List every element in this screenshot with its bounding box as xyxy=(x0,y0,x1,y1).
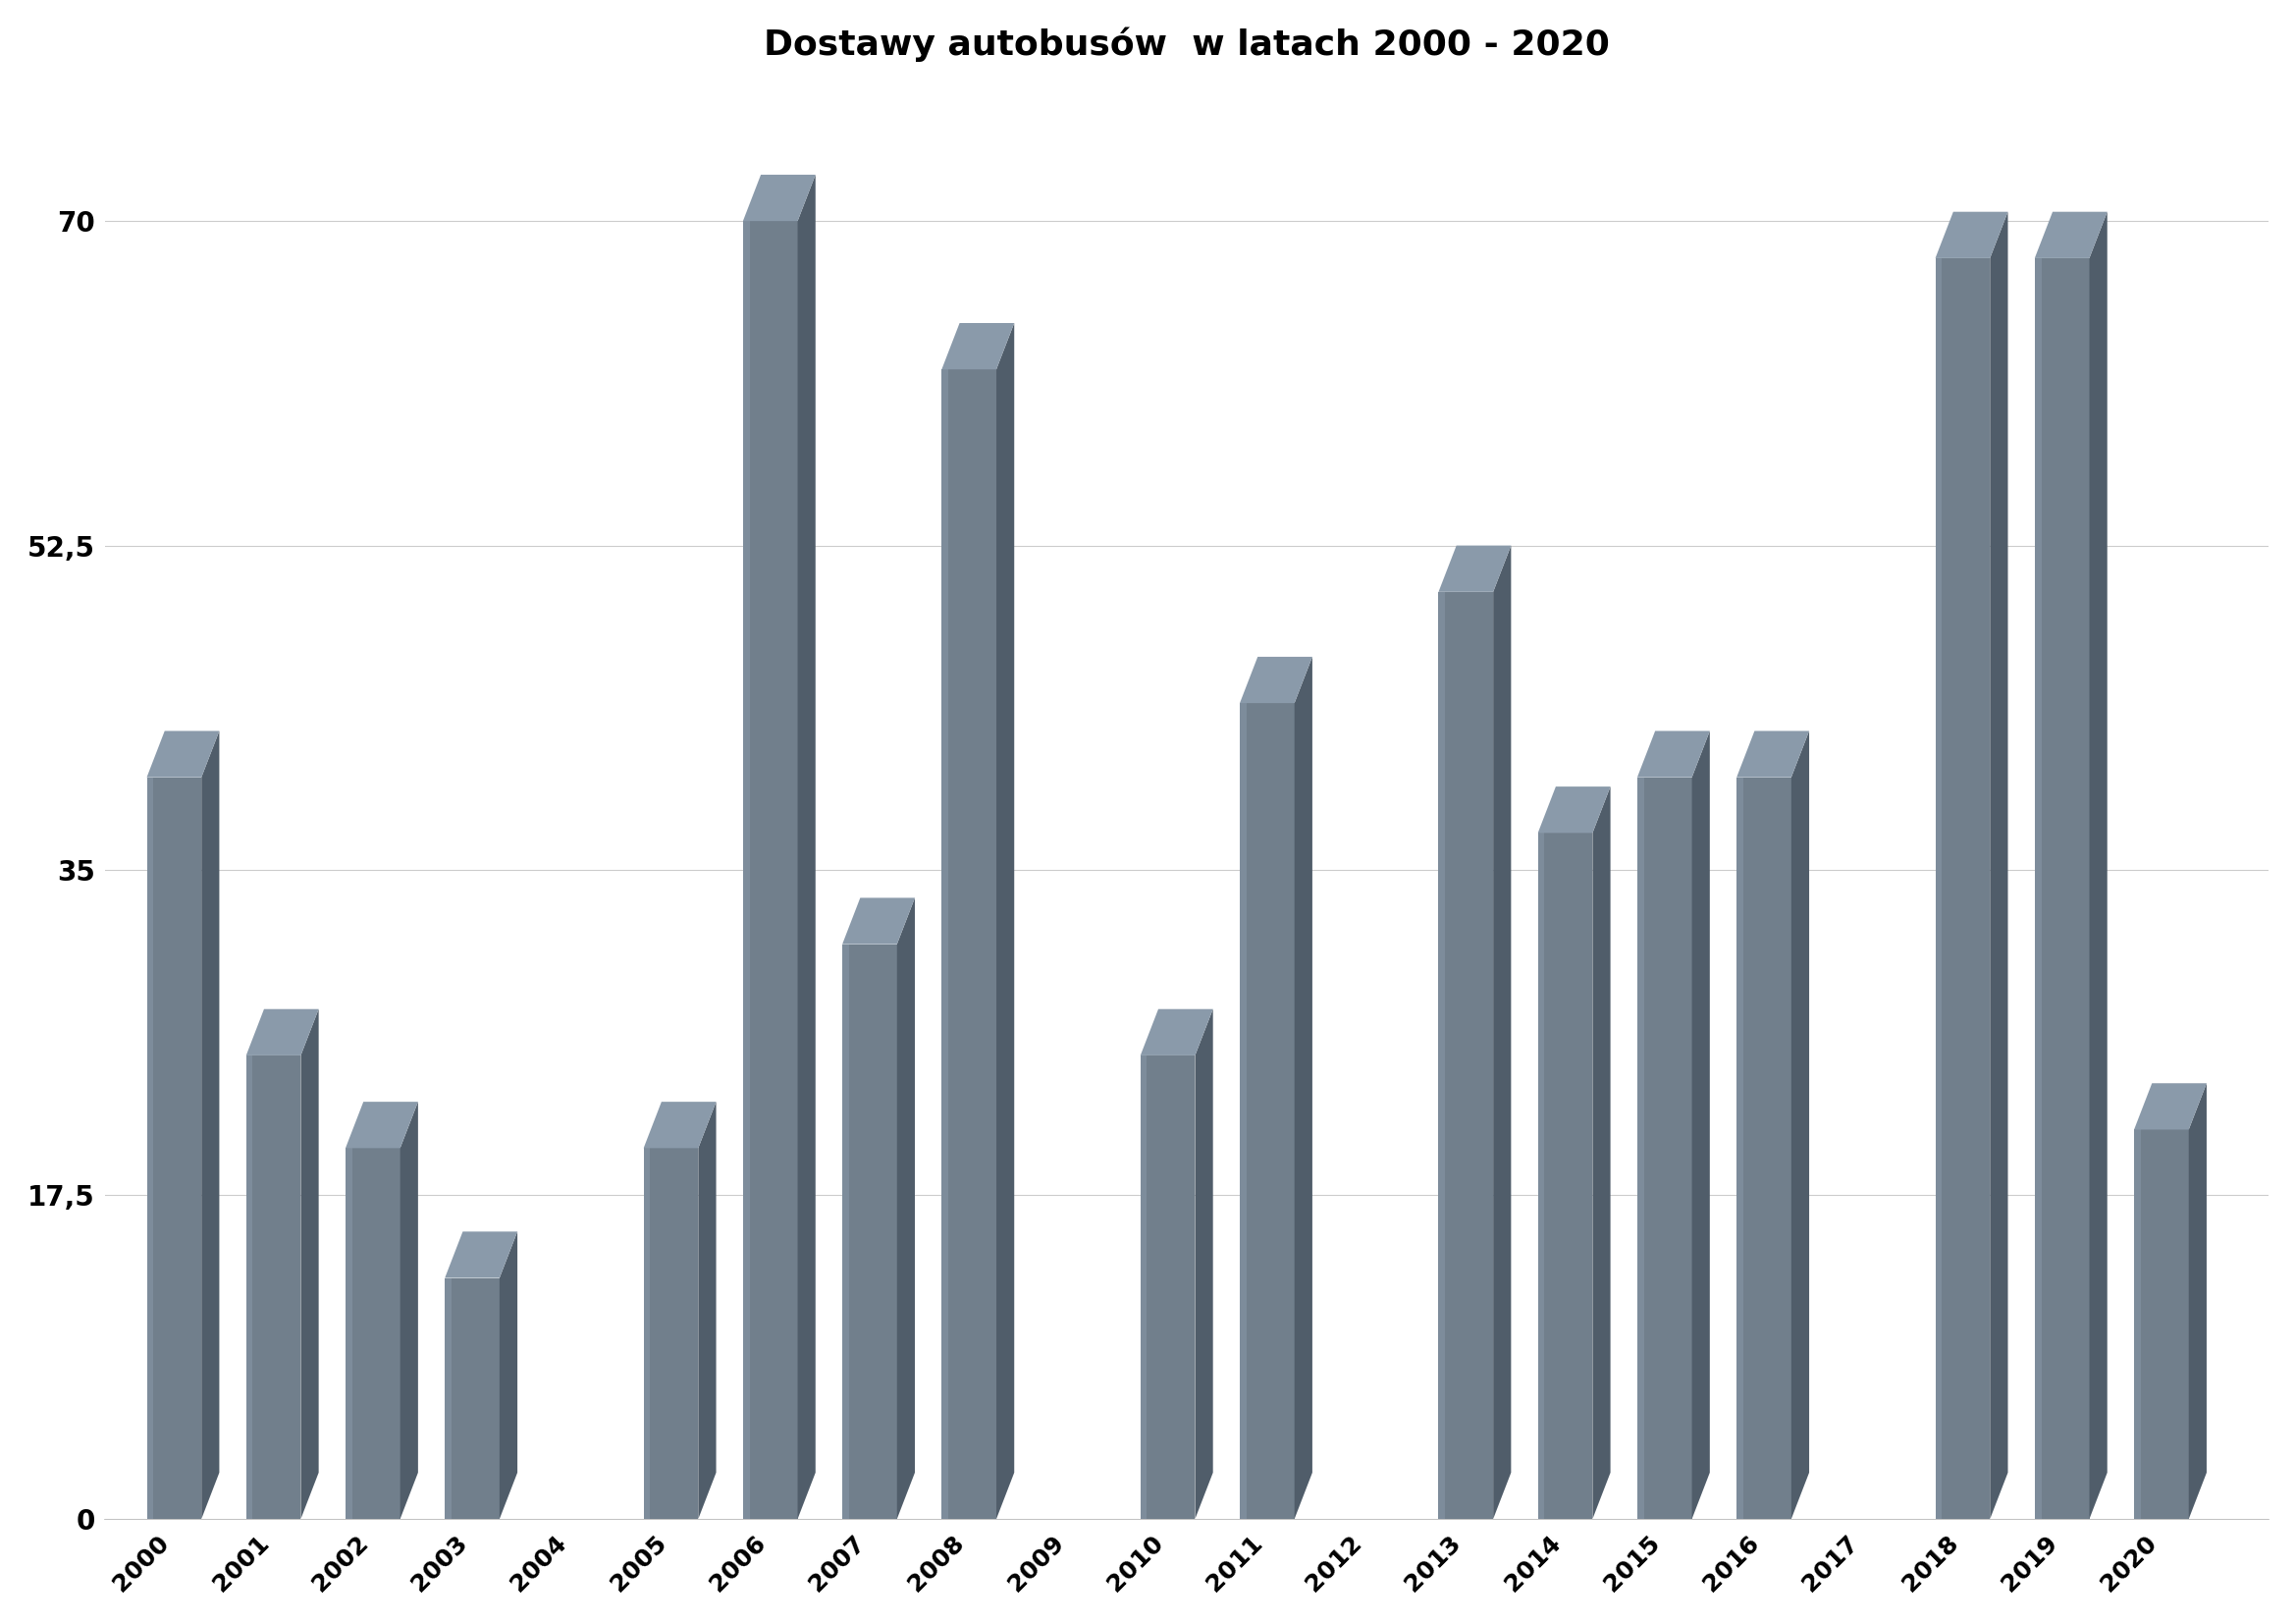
Bar xyxy=(1538,833,1545,1519)
Polygon shape xyxy=(643,1102,716,1147)
Bar xyxy=(643,1147,650,1519)
Polygon shape xyxy=(941,323,1015,370)
Bar xyxy=(344,1147,400,1519)
Polygon shape xyxy=(843,898,914,945)
Bar xyxy=(147,777,202,1519)
Bar xyxy=(1936,258,1942,1519)
Bar xyxy=(744,221,797,1519)
Polygon shape xyxy=(698,1102,716,1519)
Bar xyxy=(2034,258,2041,1519)
Polygon shape xyxy=(202,730,220,1519)
Bar xyxy=(1637,777,1692,1519)
Polygon shape xyxy=(147,730,220,777)
Polygon shape xyxy=(797,175,815,1519)
Polygon shape xyxy=(1637,730,1711,777)
Bar xyxy=(941,370,948,1519)
Polygon shape xyxy=(898,898,914,1519)
Polygon shape xyxy=(744,175,815,221)
Bar xyxy=(941,370,996,1519)
Bar xyxy=(246,1055,301,1519)
Bar xyxy=(1440,592,1444,1519)
Polygon shape xyxy=(1736,730,1809,777)
Bar xyxy=(2034,258,2089,1519)
Polygon shape xyxy=(301,1010,319,1519)
Polygon shape xyxy=(1991,211,2009,1519)
Bar xyxy=(1936,258,1991,1519)
Polygon shape xyxy=(2034,211,2108,258)
Polygon shape xyxy=(501,1232,517,1519)
Bar xyxy=(643,1147,698,1519)
Polygon shape xyxy=(445,1232,517,1277)
Bar xyxy=(1736,777,1743,1519)
Polygon shape xyxy=(1593,787,1609,1519)
Polygon shape xyxy=(1440,545,1511,592)
Bar xyxy=(843,945,850,1519)
Polygon shape xyxy=(1240,657,1313,703)
Polygon shape xyxy=(1492,545,1511,1519)
Polygon shape xyxy=(1538,787,1609,833)
Polygon shape xyxy=(1141,1010,1212,1055)
Title: Dostawy autobusów  w latach 2000 - 2020: Dostawy autobusów w latach 2000 - 2020 xyxy=(765,28,1609,62)
Polygon shape xyxy=(2188,1083,2206,1519)
Polygon shape xyxy=(1936,211,2009,258)
Bar xyxy=(1538,833,1593,1519)
Polygon shape xyxy=(1196,1010,1212,1519)
Bar xyxy=(744,221,748,1519)
Bar xyxy=(1440,592,1492,1519)
Bar xyxy=(2133,1130,2140,1519)
Polygon shape xyxy=(1692,730,1711,1519)
Bar xyxy=(1240,703,1295,1519)
Bar xyxy=(1141,1055,1196,1519)
Bar xyxy=(843,945,898,1519)
Polygon shape xyxy=(2133,1083,2206,1130)
Bar xyxy=(445,1277,452,1519)
Bar xyxy=(1141,1055,1148,1519)
Polygon shape xyxy=(246,1010,319,1055)
Bar xyxy=(246,1055,253,1519)
Polygon shape xyxy=(1791,730,1809,1519)
Polygon shape xyxy=(996,323,1015,1519)
Bar xyxy=(1736,777,1791,1519)
Bar xyxy=(147,777,154,1519)
Polygon shape xyxy=(344,1102,418,1147)
Bar xyxy=(2133,1130,2188,1519)
Polygon shape xyxy=(400,1102,418,1519)
Polygon shape xyxy=(2089,211,2108,1519)
Bar xyxy=(1240,703,1247,1519)
Polygon shape xyxy=(1295,657,1313,1519)
Bar xyxy=(1637,777,1644,1519)
Bar xyxy=(344,1147,351,1519)
Bar xyxy=(445,1277,501,1519)
